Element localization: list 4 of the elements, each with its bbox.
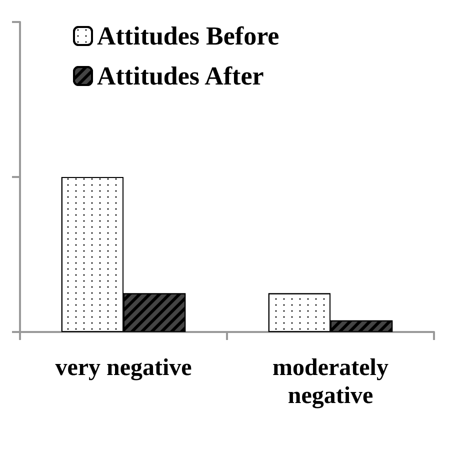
legend-label: Attitudes After: [97, 62, 264, 90]
x-tick-label: very negative: [55, 355, 192, 381]
x-tick-label: moderately negative: [272, 355, 388, 409]
legend-label: Attitudes Before: [97, 22, 280, 50]
